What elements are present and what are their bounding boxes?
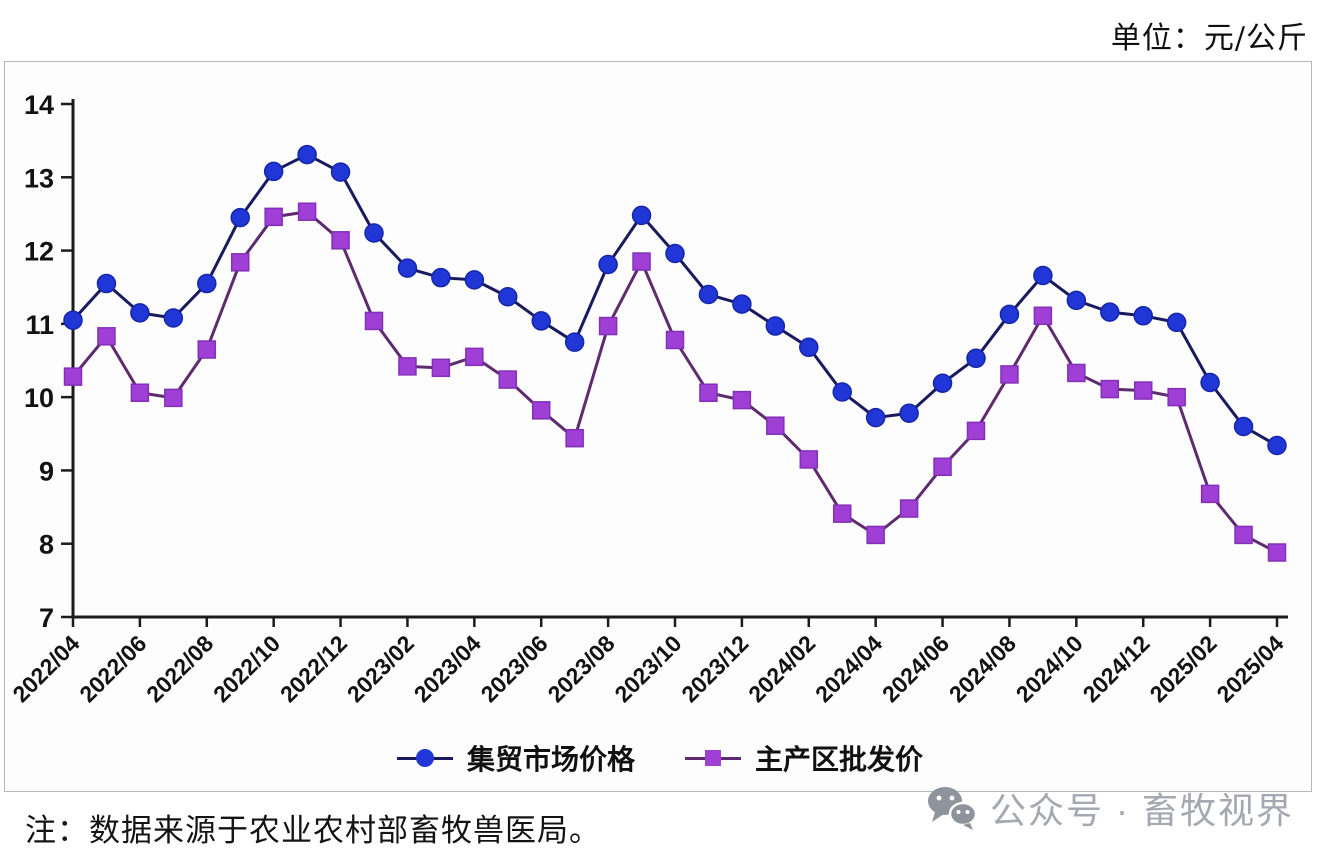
legend-label-market-price: 集贸市场价格 (466, 744, 635, 775)
unit-label: 单位：元/公斤 (1110, 21, 1308, 56)
watermark-text: 公众号 · 畜牧视界 (990, 790, 1294, 831)
legend-square-marker-icon (685, 746, 741, 770)
source-note: 注：数据来源于农业农村部畜牧兽医局。 (25, 813, 601, 849)
chart-legend: 集贸市场价格 主产区批发价 (0, 738, 1320, 778)
legend-label-wholesale-price: 主产区批发价 (755, 744, 924, 775)
legend-circle-marker-icon (396, 746, 453, 770)
wechat-icon (928, 787, 978, 830)
legend-item-wholesale-price: 主产区批发价 (685, 738, 923, 778)
watermark: 公众号 · 畜牧视界 (926, 782, 1294, 834)
legend-item-market-price: 集贸市场价格 (396, 738, 635, 778)
chart-panel (4, 61, 1312, 792)
